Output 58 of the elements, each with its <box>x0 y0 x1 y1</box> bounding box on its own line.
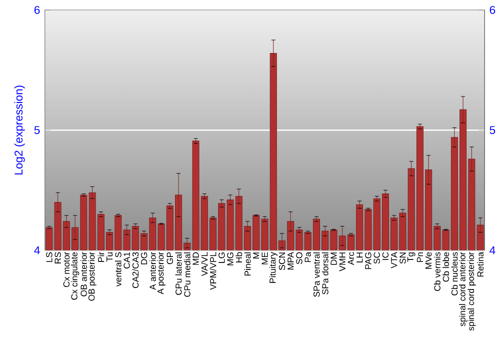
x-tick-label: DM <box>330 252 337 265</box>
x-tick-label: SC <box>374 252 380 264</box>
x-tick-label: CA1 <box>124 252 130 269</box>
x-tick-label: PAG <box>365 252 372 270</box>
y2-tick-label: 6 <box>490 6 496 14</box>
x-tick-label: Cx cingulate <box>70 252 80 300</box>
x-tick-label: spinal cord anterior <box>458 252 468 326</box>
x-tick-label: VA/VL <box>201 252 208 276</box>
x-tick-label: LH <box>356 252 363 262</box>
x-tick-label: Hb <box>236 252 242 262</box>
x-tick-label: Tu <box>106 252 113 262</box>
x-tick-label: Arc <box>348 252 354 266</box>
x-tick-label: Cb lobe <box>442 252 450 282</box>
x-tick-label: Tg <box>407 252 416 262</box>
x-tick-label: VTA <box>391 252 398 268</box>
x-tick-label: MPA <box>288 252 294 270</box>
x-tick-label: SN <box>400 252 406 264</box>
x-tick-label: OB anterior <box>80 252 87 296</box>
x-tick-label: GP <box>166 252 174 264</box>
x-tick-label: SPa ventral <box>313 252 320 297</box>
x-tick-label: Cb nucleus <box>451 252 458 296</box>
x-tick-label: OB posterior <box>88 252 96 301</box>
x-tick-label: CA2/CA3 <box>132 252 139 288</box>
x-tick-label: MD <box>192 252 199 265</box>
y-tick-label: 6 <box>34 6 40 14</box>
x-tick-label: RS <box>54 252 61 264</box>
x-tick-label: ME <box>262 252 268 264</box>
x-tick-label: MVe <box>426 252 432 269</box>
x-tick-label: Retina <box>477 252 484 277</box>
x-tick-label: VPM/VPL <box>210 252 216 290</box>
x-tick-label: LS <box>46 252 52 262</box>
x-tick-label: SO <box>296 252 302 264</box>
x-tick-label: CPu lateral <box>175 252 182 295</box>
y2-tick-label: 5 <box>490 126 496 134</box>
x-tick-label: A anterior <box>149 252 156 290</box>
x-tick-label: MG <box>227 252 234 266</box>
y-tick-label: 4 <box>34 246 40 254</box>
x-tick-label: M <box>253 252 260 258</box>
x-tick-label: SCN <box>278 252 286 270</box>
x-tick-label: Pineal <box>244 252 251 276</box>
x-tick-label: Cx motor <box>63 252 70 288</box>
x-tick-label: DG <box>140 252 148 264</box>
x-tick-label: A posterior <box>157 252 166 294</box>
x-tick-label: Cb vermis <box>434 252 440 291</box>
y-axis-title: Log2 (expression) <box>14 86 25 174</box>
y-tick-label: 5 <box>34 126 40 134</box>
x-tick-label: VMH <box>339 252 346 272</box>
x-tick-label: spinal cord posterior <box>468 252 476 331</box>
x-tick-label: Pir <box>98 252 104 262</box>
x-tick-label: Pn <box>416 252 423 262</box>
x-tick-label: SPa dorsal <box>322 252 328 294</box>
x-tick-label: ventral S <box>114 252 122 286</box>
y2-tick-label: 4 <box>490 246 496 254</box>
x-tick-label: CPu medial <box>184 252 190 297</box>
x-tick-label: LG <box>218 252 225 263</box>
x-tick-label: Pituitary <box>269 252 278 283</box>
x-tick-label: IC <box>382 252 389 260</box>
x-tick-label: Pa <box>304 252 311 262</box>
